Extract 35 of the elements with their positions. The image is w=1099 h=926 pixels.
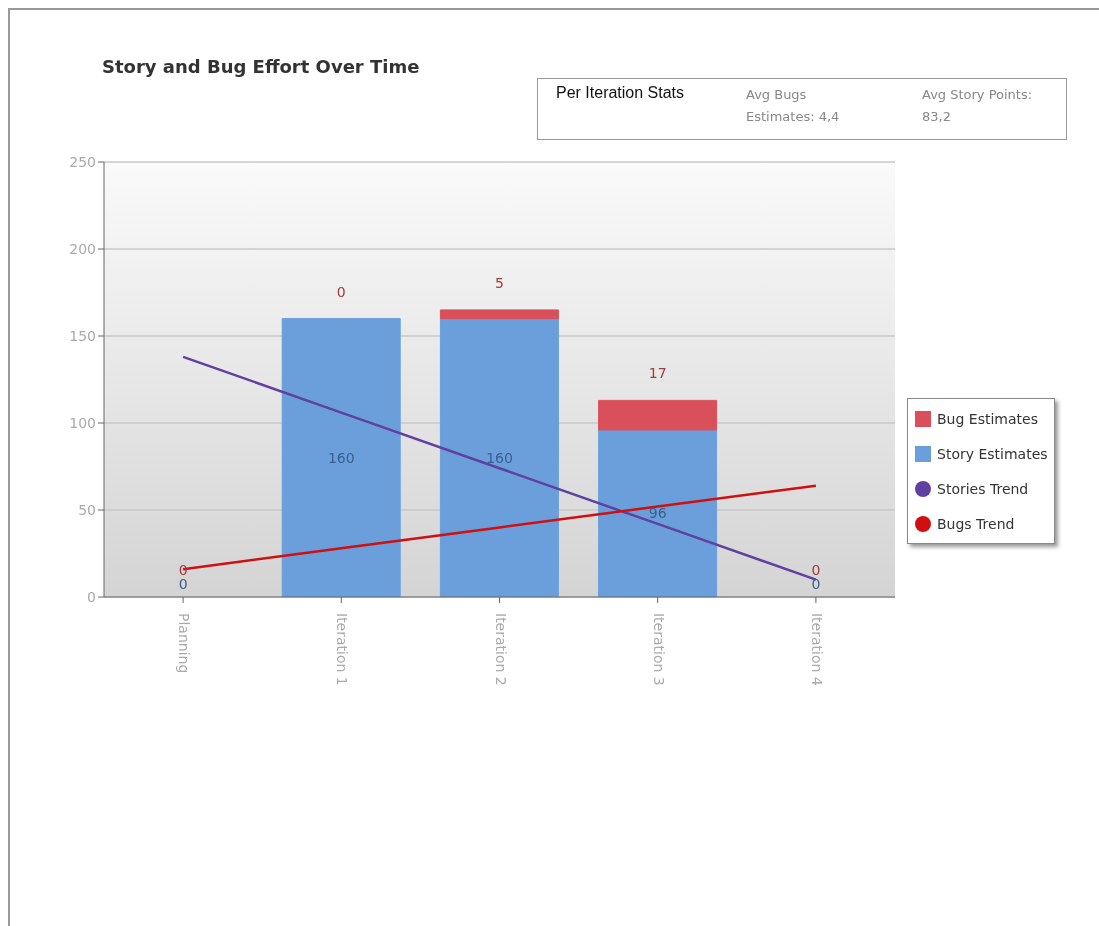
x-tick-label: Iteration 2 — [492, 613, 509, 686]
legend-label: Stories Trend — [937, 480, 1029, 497]
text: Avg Bugs Estimates: 4,4 — [746, 86, 841, 126]
x-tick-label: Iteration 1 — [334, 613, 351, 686]
data-label: 0 — [178, 562, 188, 578]
y-tick-label: 250 — [69, 153, 96, 170]
legend-label: Story Estimates — [937, 445, 1048, 462]
data-label: 0 — [811, 562, 821, 578]
data-label: 0 — [178, 576, 188, 592]
bar — [439, 309, 559, 320]
bar — [281, 318, 401, 597]
data-label: 17 — [648, 365, 667, 382]
y-tick-label: 200 — [69, 240, 96, 257]
y-tick-label: 50 — [78, 501, 96, 518]
x-tick-label: Planning — [176, 613, 193, 674]
bar — [598, 429, 718, 597]
chart-title: Story and Bug Effort Over Time — [102, 56, 420, 77]
y-tick-label: 100 — [69, 414, 96, 431]
data-label: 0 — [811, 576, 821, 592]
legend-label: Bugs Trend — [937, 515, 1015, 532]
legend-label: Bug Estimates — [937, 410, 1038, 427]
line-series — [181, 355, 818, 581]
y-tick-label: 150 — [69, 327, 96, 344]
data-label: 160 — [327, 449, 355, 466]
x-tick-label: Iteration 4 — [808, 613, 825, 686]
bar — [598, 399, 718, 431]
text: Avg Story Points: 83,2 — [922, 86, 1034, 126]
text: Per Iteration Stats — [556, 84, 685, 102]
data-label: 5 — [495, 274, 504, 291]
data-label: 0 — [336, 283, 346, 300]
x-tick-label: Iteration 3 — [650, 613, 667, 686]
bar — [439, 318, 559, 597]
data-label: 96 — [648, 505, 667, 522]
data-label: 160 — [486, 449, 513, 466]
y-tick-label: 0 — [87, 588, 96, 605]
